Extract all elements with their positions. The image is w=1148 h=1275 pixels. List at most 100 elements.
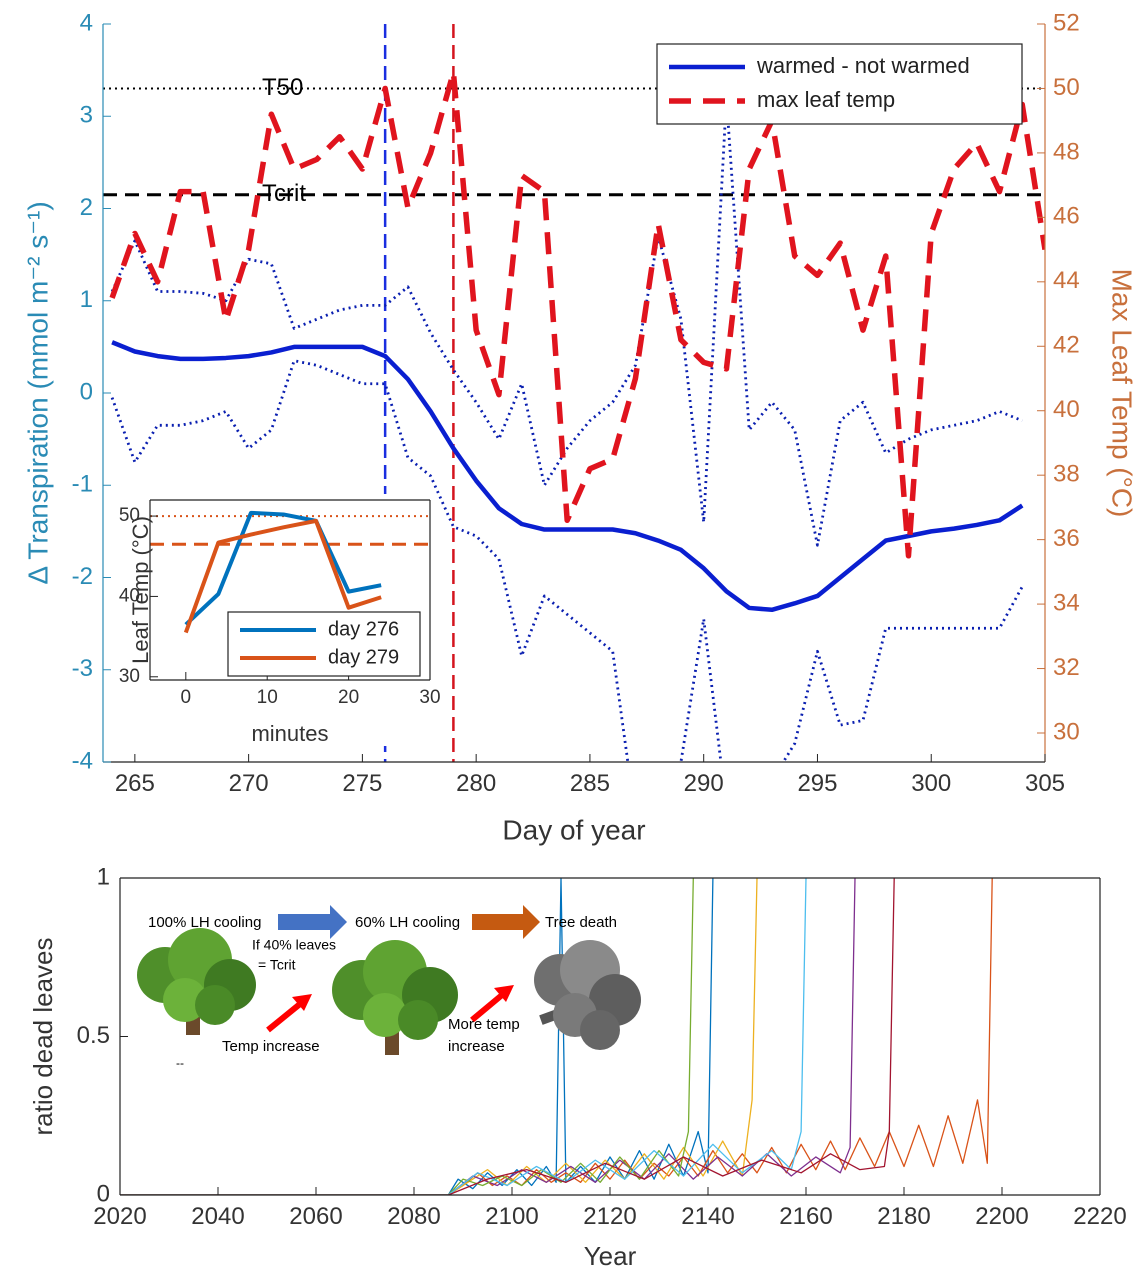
x-tick-label: 20 [338,687,359,708]
x-tick-label: 2100 [485,1203,538,1230]
x-tick-label: 275 [342,770,382,797]
legend-label: max leaf temp [757,87,895,112]
y2-tick-label: 34 [1053,589,1080,616]
y-tick-label: 30 [119,666,140,687]
x-tick-label: 270 [229,770,269,797]
x-tick-label: 0 [181,687,192,708]
legend-label: warmed - not warmed [756,53,970,78]
y-tick-label: 0.5 [77,1022,110,1049]
tree-dead [534,940,641,1050]
y-tick-label: 0 [97,1180,110,1207]
y2-tick-label: 36 [1053,525,1080,552]
y-tick-label: 3 [80,102,93,129]
x-axis-label: Day of year [502,814,645,845]
legend-label: day 279 [328,646,399,668]
y-tick-label: 1 [80,286,93,313]
x-tick-label: 2200 [975,1203,1028,1230]
y2-tick-label: 42 [1053,332,1080,359]
x-tick-label: 280 [456,770,496,797]
y2-tick-label: 40 [1053,396,1080,423]
top-chart: 265 270 275 280 285 290 295 300 305-4-3-2-101234… [22,9,1137,845]
legend-box [656,43,1023,125]
y2-tick-label: 46 [1053,203,1080,230]
y-tick-label: -2 [72,563,93,590]
series-line [120,878,993,1195]
plot-area [120,878,993,1195]
y-axis-label: Leaf Temp (°C) [128,516,153,664]
x-tick-label: 2180 [877,1203,930,1230]
y2-tick-label: 48 [1053,138,1080,165]
annotation: -- [176,1056,184,1070]
y-tick-label: 40 [119,585,140,606]
y-tick-label: -3 [72,655,93,682]
x-tick-label: 2040 [191,1203,244,1230]
series-line [110,359,1024,762]
series-line [120,878,807,1195]
y2-tick-label: 44 [1053,267,1080,294]
series-line [109,69,1045,559]
reference-label: Tcrit [262,180,306,207]
x-axis-label: Year [584,1241,637,1271]
y2-tick-label: 52 [1053,9,1080,36]
x-tick-label: 2160 [779,1203,832,1230]
y-tick-label: 4 [80,9,93,36]
y-tick-label: 2 [80,194,93,221]
annotation: increase [448,1038,505,1055]
annotation: More temp [448,1016,520,1033]
annotation: = Tcrit [258,957,296,973]
y-tick-label: 50 [119,505,140,526]
y2-tick-label: 50 [1053,74,1080,101]
tree-stressed [332,940,458,1055]
x-tick-label: 2060 [289,1203,342,1230]
series-line [120,878,895,1195]
y-tick-label: -1 [72,471,93,498]
tree-healthy [137,928,256,1035]
series-line [120,878,758,1195]
y-tick-label: 1 [97,863,110,890]
arrow-red [266,985,514,1033]
annotation: If 40% leaves [252,937,336,953]
annotation: Temp increase [222,1038,320,1055]
y-axis-label: ratio dead leaves [28,937,58,1135]
annotation: 60% LH cooling [355,914,460,931]
plot-area [150,510,430,634]
illustration: 100% LH cooling 60% LH cooling Tree death I… [137,905,641,1070]
arrow-blue [278,905,347,939]
legend-box [227,611,421,677]
x-tick-label: 265 [115,770,155,797]
x-tick-label: 2140 [681,1203,734,1230]
bottom-chart: 2020 2040 2060 2080 2100 2120 2140 2160 2180 2200… [28,863,1127,1271]
annotation: Tree death [545,914,617,931]
arrow-orange [472,905,540,939]
x-tick-label: 10 [257,687,278,708]
y-tick-label: 0 [80,378,93,405]
x-tick-label: 305 [1025,770,1065,797]
x-tick-label: 2020 [93,1203,146,1230]
reference-label: T50 [262,74,303,101]
x-tick-label: 285 [570,770,610,797]
x-tick-label: 290 [684,770,724,797]
y2-tick-label: 30 [1053,718,1080,745]
legend-label: day 276 [328,618,399,640]
y-axis-label: Δ Transpiration (mmol m⁻² s⁻¹) [22,201,53,584]
x-tick-label: 30 [419,687,440,708]
y-tick-label: -4 [72,747,93,774]
series-line [184,510,382,627]
annotation: 100% LH cooling [148,914,261,931]
y2-tick-label: 38 [1053,461,1080,488]
x-axis-label: minutes [251,721,328,746]
x-tick-label: 300 [911,770,951,797]
inset-chart: 0 10 20 30 30 40 50 minutes Leaf Temp (°C) day 27… [119,494,441,746]
x-tick-label: 2080 [387,1203,440,1230]
y2-tick-label: 32 [1053,654,1080,681]
x-tick-label: 2220 [1073,1203,1126,1230]
x-tick-label: 295 [797,770,837,797]
series-line [183,518,382,634]
x-tick-label: 2120 [583,1203,636,1230]
series-line [110,96,1023,547]
series-line [111,340,1024,613]
plot-area [103,24,1045,762]
y2-axis-label: Max Leaf Temp (°C) [1107,269,1138,518]
